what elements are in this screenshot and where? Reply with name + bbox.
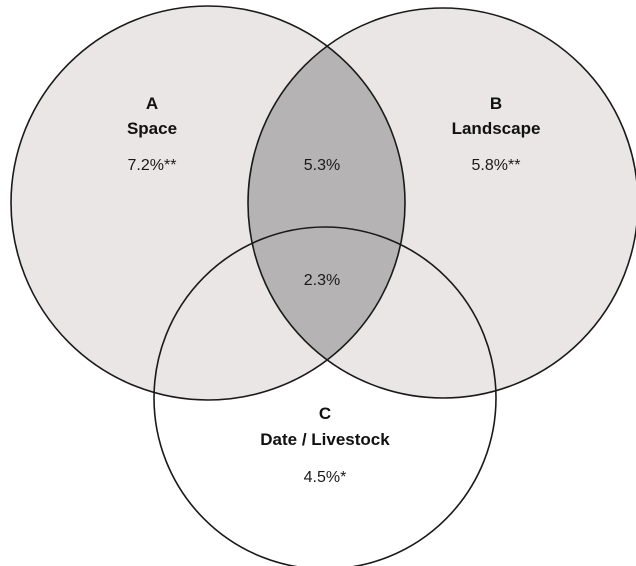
circle-c-outline <box>153 226 497 566</box>
set-a-name: Space <box>127 119 177 138</box>
a-and-b-region <box>248 8 405 398</box>
circle-b-outline <box>247 7 636 399</box>
set-b-name: Landscape <box>452 119 541 138</box>
set-a-value: 7.2%** <box>128 157 177 174</box>
set-a-letter: A <box>146 94 158 113</box>
set-c-value: 4.5%* <box>304 469 347 486</box>
set-c-name: Date / Livestock <box>260 430 390 449</box>
set-c-letter: C <box>319 404 331 423</box>
c-inside-tint <box>154 8 496 400</box>
circle-a-outline <box>10 5 406 401</box>
intersection-ab-value: 5.3% <box>304 157 340 174</box>
set-b-letter: B <box>490 94 502 113</box>
intersection-abc-value: 2.3% <box>304 272 340 289</box>
set-b-value: 5.8%** <box>472 157 521 174</box>
